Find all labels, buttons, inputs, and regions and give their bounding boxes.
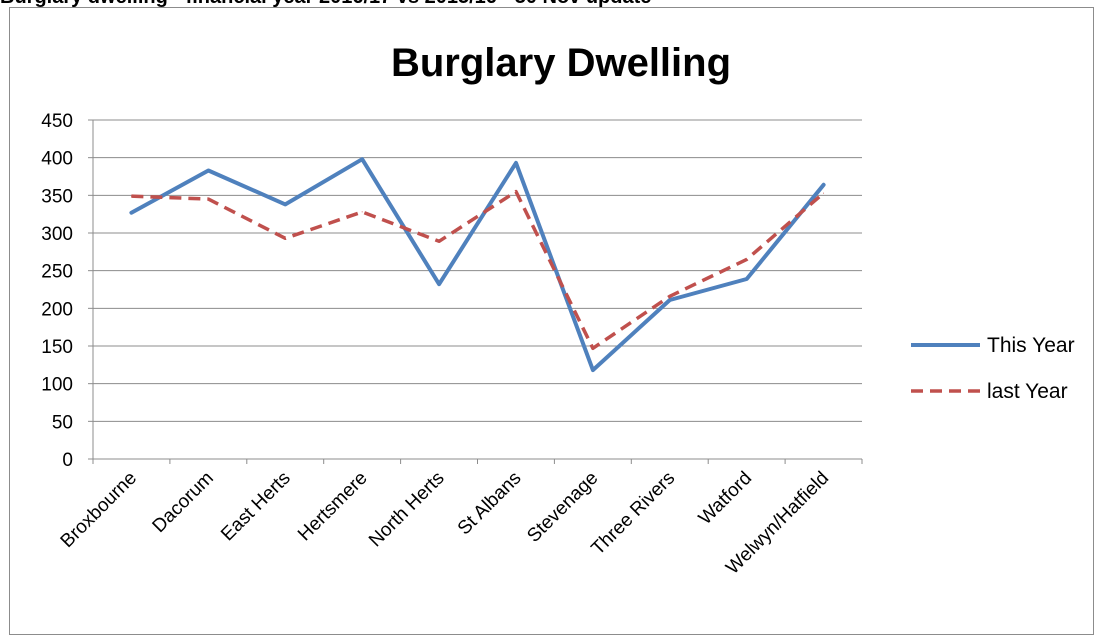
data-point <box>438 283 440 285</box>
data-point <box>669 295 671 297</box>
data-point <box>746 278 748 280</box>
chart-frame <box>9 7 1094 635</box>
data-point <box>515 162 517 164</box>
data-point <box>130 212 132 214</box>
x-tick-label: Stevenage <box>523 468 602 547</box>
y-tick-label: 0 <box>62 450 73 471</box>
data-point <box>284 203 286 205</box>
series-line-0 <box>129 157 826 373</box>
y-tick-label: 250 <box>41 262 73 283</box>
x-tick-label: Watford <box>695 468 756 529</box>
data-point <box>207 198 209 200</box>
data-point <box>746 258 748 260</box>
x-tick-label: North Herts <box>365 468 449 552</box>
data-point <box>823 192 825 194</box>
x-axis-ticks: Broxbourne Dacorum East Herts HertsmereNort… <box>57 459 863 579</box>
legend: This Year last Year <box>911 334 1075 403</box>
x-tick-label: Broxbourne <box>57 468 141 552</box>
x-tick-label: St Albans <box>454 468 526 540</box>
data-point <box>284 237 286 239</box>
legend-label: This Year <box>987 334 1075 357</box>
data-point <box>823 184 825 186</box>
data-point <box>592 347 594 349</box>
data-point <box>592 369 594 371</box>
y-axis-ticks: 0 50 100 150 200 250 300 350 400 450 <box>41 111 93 471</box>
y-tick-label: 300 <box>41 224 73 245</box>
data-point <box>361 158 363 160</box>
series-lines <box>129 157 826 373</box>
y-tick-label: 150 <box>41 337 73 358</box>
data-point <box>515 191 517 193</box>
y-tick-label: 350 <box>41 186 73 207</box>
chart-title: Burglary Dwelling <box>391 41 731 85</box>
y-tick-label: 200 <box>41 299 73 320</box>
y-tick-label: 400 <box>41 149 73 170</box>
x-tick-label: Hertsmere <box>294 468 372 546</box>
y-tick-label: 50 <box>52 412 73 433</box>
cropped-header-text: Burglary dwelling - financial year 2016/… <box>0 0 651 9</box>
data-point <box>438 240 440 242</box>
series-line-1 <box>131 189 825 351</box>
y-tick-label: 450 <box>41 111 73 132</box>
data-point <box>361 211 363 213</box>
legend-label: last Year <box>987 380 1068 403</box>
x-tick-label: East Herts <box>217 468 295 546</box>
data-point <box>130 195 132 197</box>
data-point <box>669 299 671 301</box>
x-tick-label: Dacorum <box>149 468 218 537</box>
data-point <box>207 169 209 171</box>
y-tick-label: 100 <box>41 375 73 396</box>
